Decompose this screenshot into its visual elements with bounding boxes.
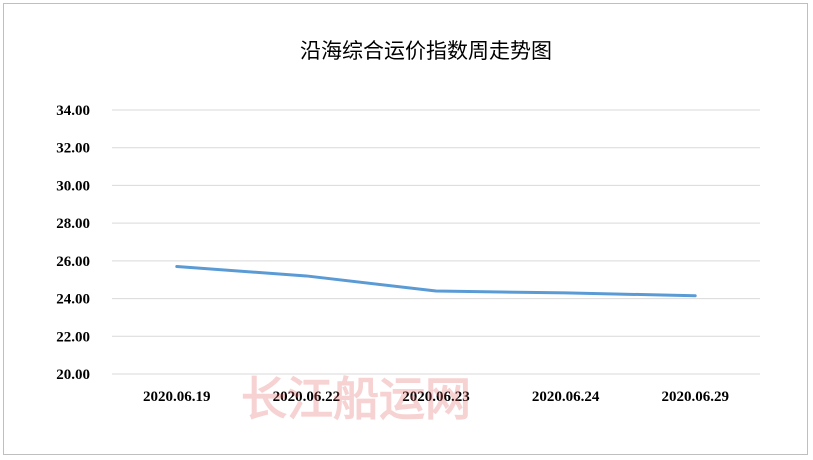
- y-tick-label: 30.00: [56, 178, 90, 194]
- y-tick-label: 32.00: [56, 141, 90, 157]
- x-tick-label: 2020.06.19: [143, 389, 211, 405]
- y-tick-label: 22.00: [56, 329, 90, 345]
- x-tick-label: 2020.06.24: [532, 389, 600, 405]
- series-group: [175, 265, 697, 298]
- x-axis-ticks: 2020.06.19 2020.06.22 2020.06.23 2020.06.24…: [143, 389, 729, 405]
- data-point: [565, 292, 567, 294]
- data-point: [435, 290, 437, 292]
- grid-lines: [112, 109, 760, 375]
- y-tick-label: 28.00: [56, 216, 90, 232]
- y-tick-label: 24.00: [56, 292, 90, 308]
- watermark-text: 长江船运网: [241, 372, 471, 426]
- x-tick-label: 2020.06.29: [661, 389, 729, 405]
- y-tick-label: 26.00: [56, 254, 90, 270]
- x-tick-label: 2020.06.22: [273, 389, 341, 405]
- y-tick-label: 20.00: [56, 367, 90, 383]
- data-point: [305, 275, 307, 277]
- data-point: [694, 295, 696, 297]
- data-point: [176, 266, 178, 268]
- y-axis-ticks: 20.00 22.00 24.00 26.00 28.00 30.00 32.00 34.00: [56, 103, 90, 383]
- y-tick-label: 34.00: [56, 103, 90, 119]
- chart-title: 沿海综合运价指数周走势图: [300, 39, 552, 63]
- x-tick-label: 2020.06.23: [402, 389, 470, 405]
- chart-frame: [3, 3, 808, 455]
